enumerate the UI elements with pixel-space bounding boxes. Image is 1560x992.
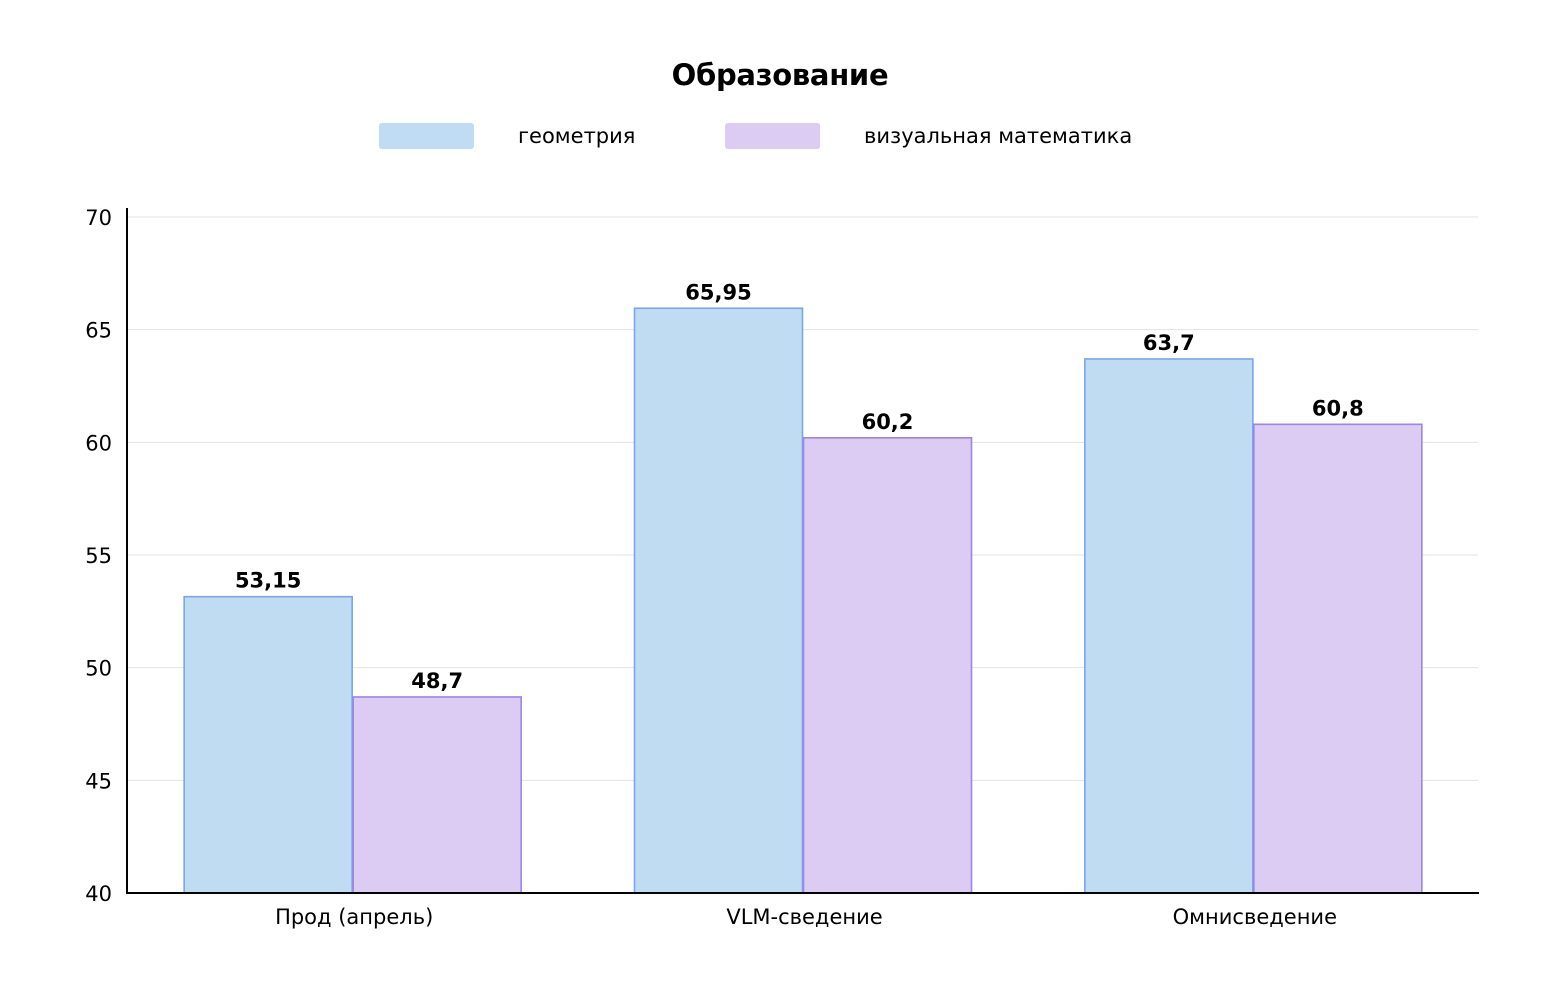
legend-swatch-visual-math [725,123,820,149]
data-label: 53,15 [235,569,301,593]
y-tick-label: 70 [85,206,112,230]
bar [633,307,804,894]
x-category-label: Прод (апрель) [275,905,433,929]
legend-item-geometry: геометрия [379,120,635,152]
chart-title: Образование [671,58,889,92]
legend-swatch-geometry [379,123,474,149]
data-label: 60,8 [1312,396,1364,420]
data-label: 63,7 [1143,331,1195,355]
y-tick-label: 50 [85,657,112,681]
bar [183,595,353,894]
bar [1253,423,1423,894]
x-category-label: Омнисведение [1173,905,1337,929]
bar [352,696,522,894]
bar [802,437,973,894]
y-tick-label: 40 [85,882,112,906]
y-tick-label: 65 [85,319,112,343]
legend-label-geometry: геометрия [518,124,636,148]
data-label: 48,7 [411,669,463,693]
y-tick-label: 45 [85,769,112,793]
legend-label-visual-math: визуальная математика [864,124,1133,148]
data-label: 60,2 [862,410,914,434]
bar [1084,358,1254,894]
data-label: 65,95 [685,280,751,304]
x-category-label: VLM-сведение [726,905,882,929]
legend-item-visual-math: визуальная математика [725,120,1132,152]
y-tick-label: 60 [85,431,112,455]
y-tick-label: 55 [85,544,112,568]
